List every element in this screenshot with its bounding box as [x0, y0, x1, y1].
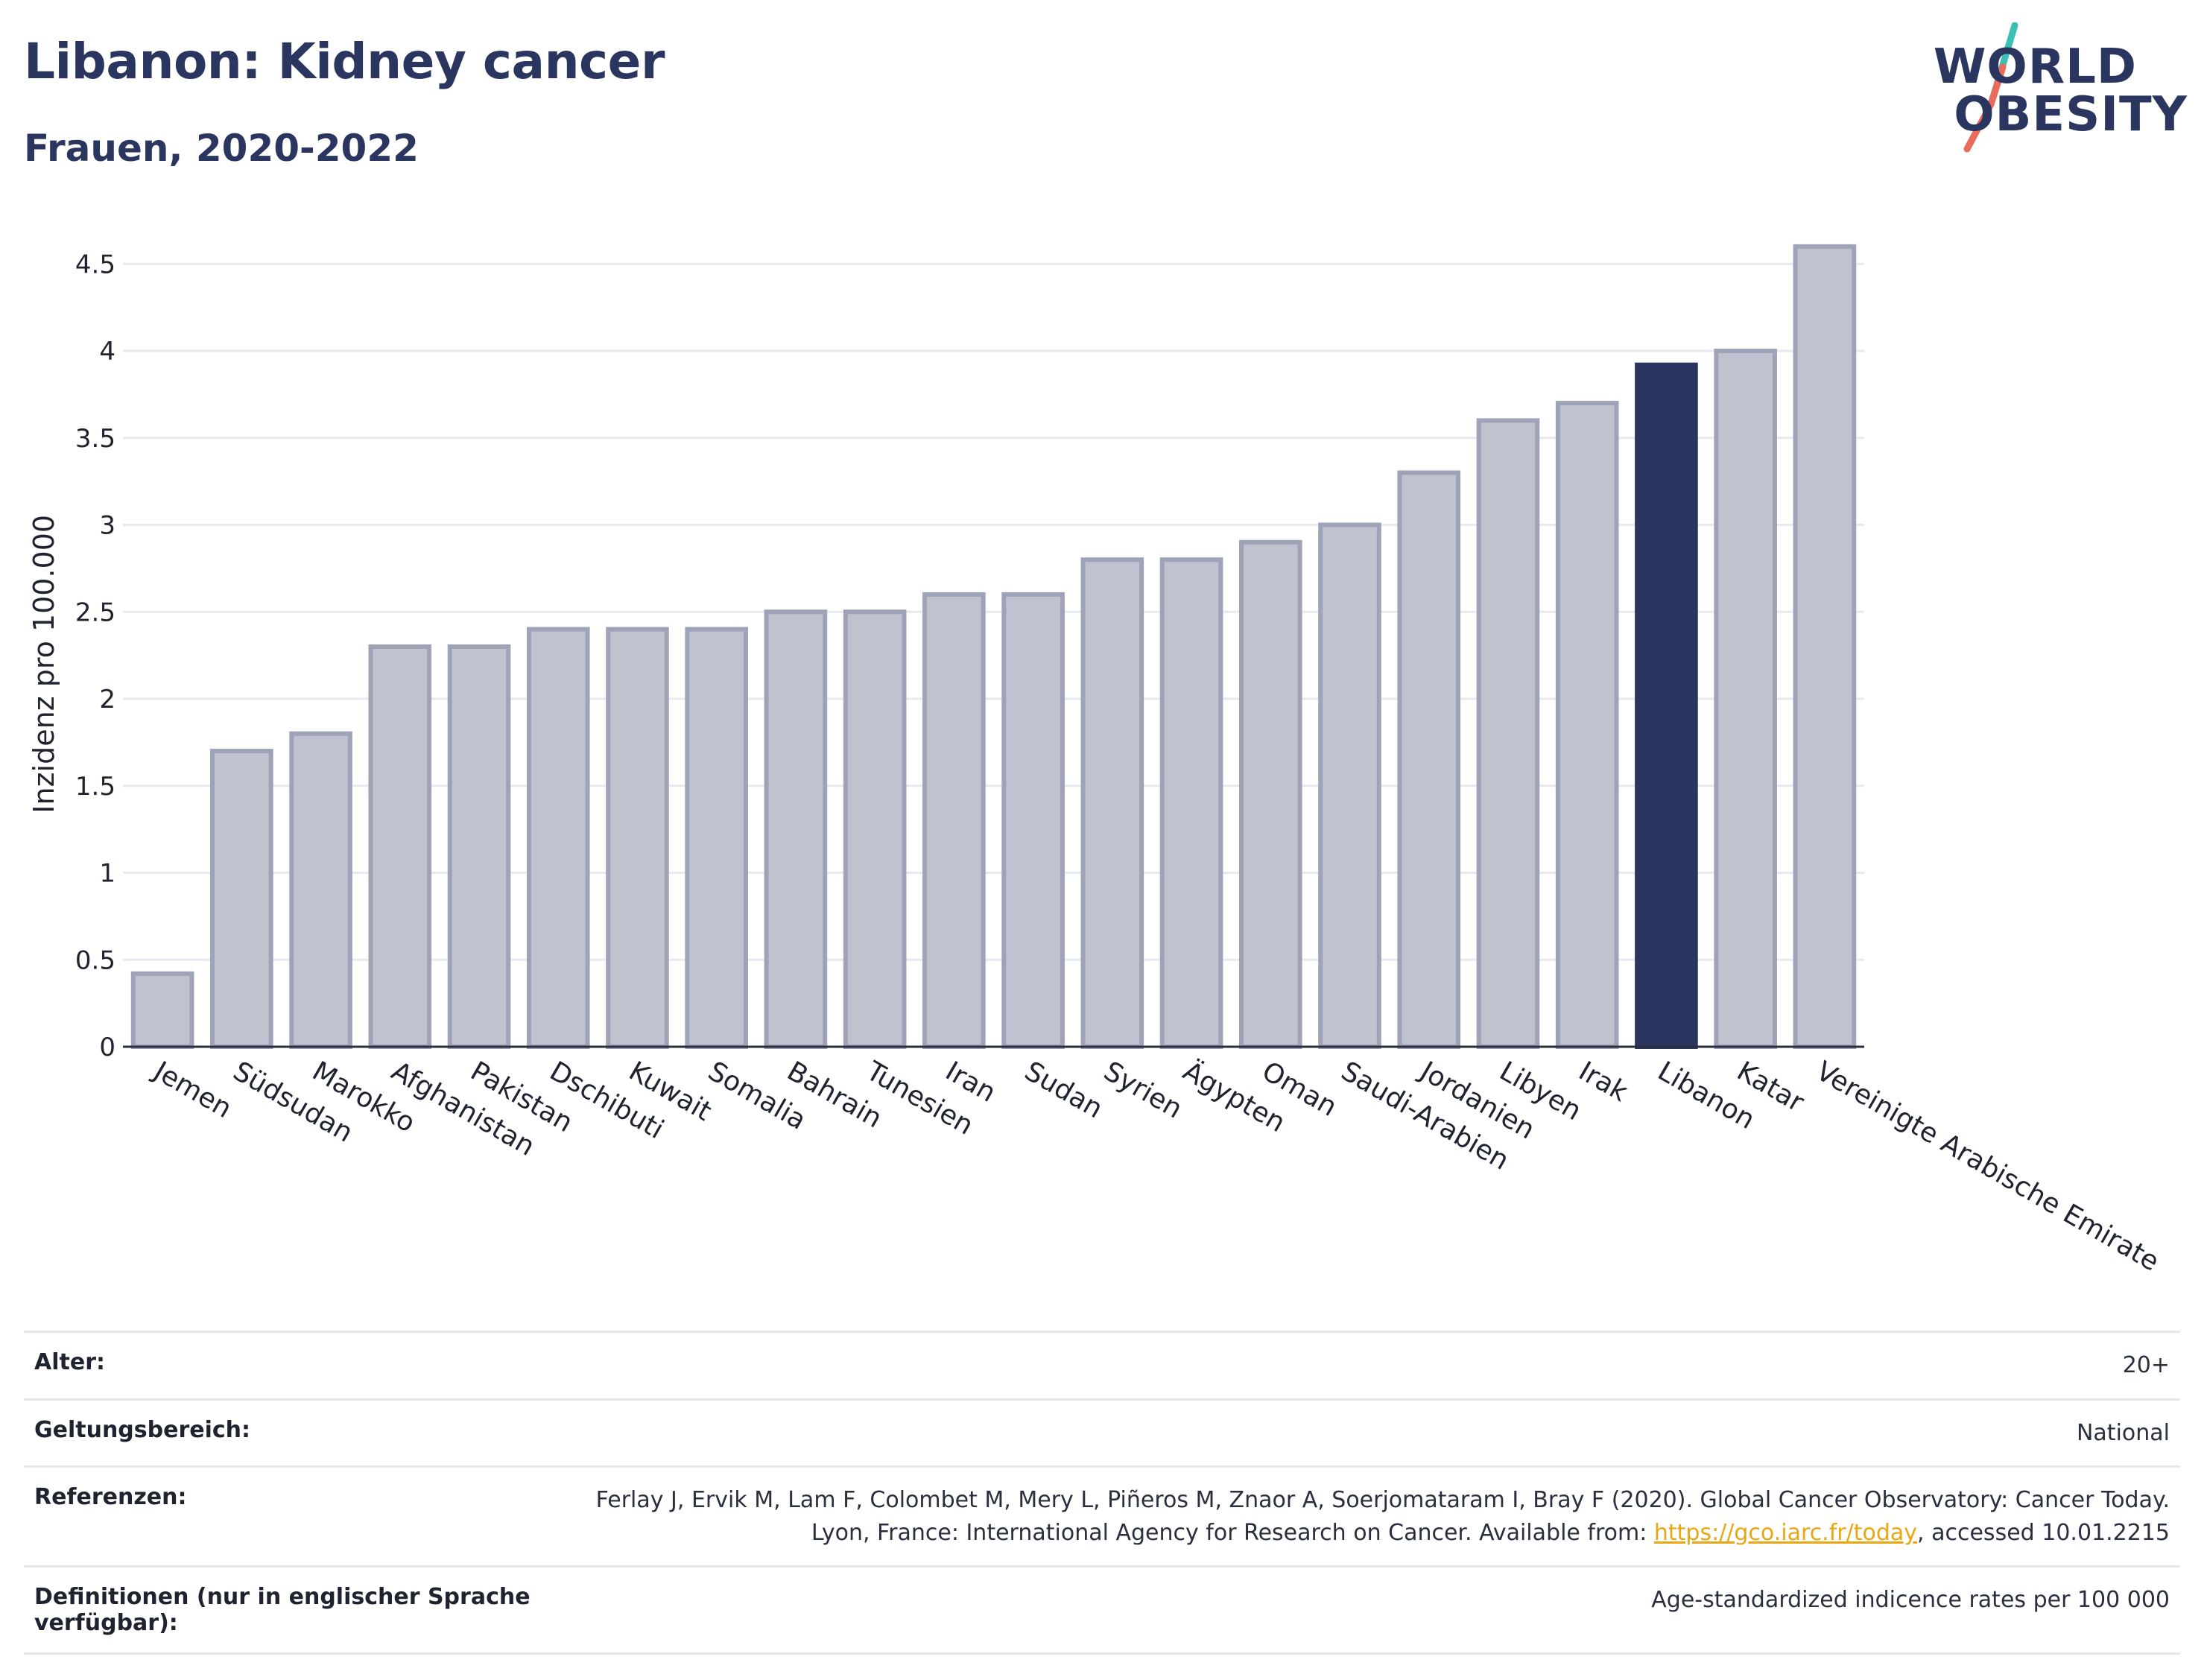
bar-irak — [1555, 401, 1619, 1049]
reference-text-end: , accessed 10.01.2215 — [1917, 1519, 2170, 1546]
y-tick-label: 1.5 — [75, 772, 115, 802]
meta-value: National — [566, 1398, 2180, 1467]
bar-afghanistan — [368, 644, 432, 1049]
y-tick-label: 4 — [99, 337, 115, 367]
bar-kuwait — [606, 627, 669, 1049]
chart-subtitle: Frauen, 2020-2022 — [24, 127, 419, 170]
meta-value: 20+ — [566, 1331, 2180, 1399]
chart-title: Libanon: Kidney cancer — [24, 33, 665, 90]
logo-line-2: OBESITY — [1954, 87, 2188, 142]
bar-saudi-arabien — [1318, 522, 1381, 1049]
bar-ägypten — [1159, 557, 1223, 1049]
bar-tunesien — [843, 609, 907, 1049]
bar-vereinigte-arabische-emirate — [1793, 244, 1857, 1049]
meta-value: Ferlay J, Ervik M, Lam F, Colombet M, Me… — [566, 1465, 2180, 1567]
logo-slash-icon — [1963, 22, 2018, 153]
bar-jemen — [130, 971, 194, 1050]
bar-chart: 0 0.5 1 1.5 2 2.5 3 3.5 4 4.5 JemenSüdsudanMarokk… — [28, 244, 2165, 1278]
y-tick-label: 0.5 — [75, 945, 115, 975]
meta-value: Age-standardized indicence rates per 100… — [566, 1565, 2180, 1655]
bar-katar — [1714, 349, 1777, 1049]
meta-row-scope: Geltungsbereich: National — [24, 1398, 2180, 1467]
bar-bahrain — [764, 609, 828, 1049]
x-tick-label: Syrien — [1098, 1056, 1187, 1124]
bar-iran — [922, 592, 986, 1049]
meta-key: Geltungsbereich: — [24, 1398, 566, 1467]
bar-libyen — [1476, 418, 1540, 1049]
x-tick-label: Sudan — [1019, 1056, 1108, 1124]
reference-text: Ferlay J, Ervik M, Lam F, Colombet M, Me… — [595, 1487, 2170, 1546]
bar-südsudan — [210, 749, 273, 1049]
y-tick-label: 2 — [99, 685, 115, 714]
meta-row-definitions: Definitionen (nur in englischer Sprache … — [24, 1565, 2180, 1655]
y-axis-ticks: 0 0.5 1 1.5 2 2.5 3 3.5 4 4.5 — [75, 250, 115, 1062]
metadata-table: Alter: 20+ Geltungsbereich: National Ref… — [24, 1331, 2180, 1655]
bar-jordanien — [1397, 470, 1461, 1049]
bar-pakistan — [447, 644, 511, 1049]
y-axis-label: Inzidenz pro 100.000 — [28, 515, 60, 814]
meta-row-references: Referenzen: Ferlay J, Ervik M, Lam F, Co… — [24, 1465, 2180, 1567]
y-tick-label: 0 — [99, 1033, 115, 1062]
reference-link[interactable]: https://gco.iarc.fr/today — [1653, 1519, 1918, 1546]
meta-row-age: Alter: 20+ — [24, 1331, 2180, 1399]
logo-line-1: WORLD — [1933, 39, 2137, 95]
y-tick-label: 1 — [99, 859, 115, 889]
world-obesity-logo: WORLD OBESITY — [1933, 22, 2191, 164]
bar-syrien — [1080, 557, 1144, 1049]
meta-key: Alter: — [24, 1331, 566, 1399]
meta-key: Definitionen (nur in englischer Sprache … — [24, 1565, 566, 1655]
bar-libanon — [1635, 362, 1698, 1049]
x-axis-ticks: JemenSüdsudanMarokkoAfghanistanPakistanD… — [148, 1055, 2165, 1277]
bars — [130, 244, 1857, 1050]
bar-sudan — [1001, 592, 1065, 1049]
bar-somalia — [685, 627, 749, 1049]
y-tick-label: 4.5 — [75, 250, 115, 279]
y-tick-label: 3.5 — [75, 424, 115, 454]
y-tick-label: 2.5 — [75, 597, 115, 627]
meta-key: Referenzen: — [24, 1465, 566, 1567]
bar-oman — [1238, 539, 1302, 1050]
bar-dschibuti — [526, 627, 590, 1049]
y-tick-label: 3 — [99, 511, 115, 541]
bar-marokko — [289, 731, 352, 1049]
x-tick-label: Jemen — [148, 1055, 237, 1124]
x-tick-label: Vereinigte Arabische Emirate — [1811, 1056, 2164, 1277]
